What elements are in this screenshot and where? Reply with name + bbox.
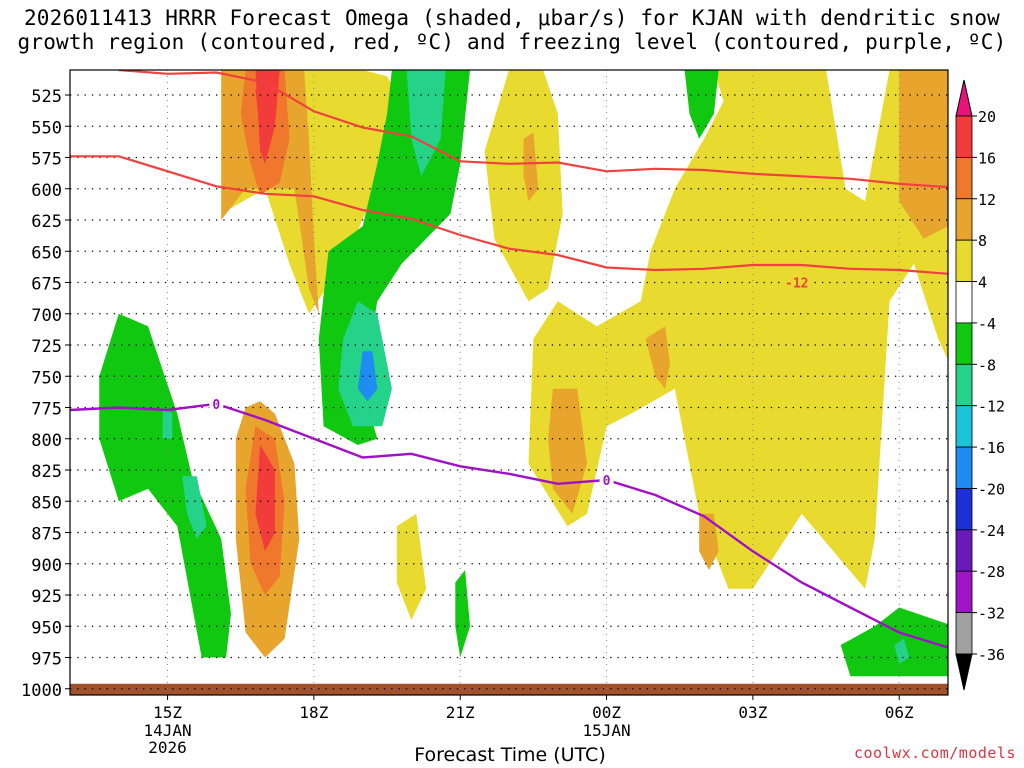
- omega-region-pos4: [221, 70, 407, 314]
- x-tick-label-18Z: 18Z: [299, 703, 328, 722]
- axes: 525 550 575 600 625 650 675 700 725 750 775 800 825 8…: [21, 69, 949, 757]
- colorbar-box-11: [955, 570, 973, 614]
- omega-region-neg12: [162, 407, 173, 439]
- y-tick-label-1000: 1000: [21, 681, 62, 701]
- y-tick-label-950: 950: [31, 618, 62, 638]
- omega-region-pos8: [645, 326, 670, 389]
- colorbar-label--32: -32: [978, 605, 1005, 623]
- x-axis-label: Forecast Time (UTC): [414, 744, 606, 766]
- y-tick-label-975: 975: [31, 650, 62, 670]
- y-tick-label-675: 675: [31, 275, 62, 295]
- freezing-level-contour: [70, 402, 948, 649]
- omega-region-neg8: [99, 313, 231, 658]
- y-tick-label-725: 725: [31, 337, 62, 357]
- plot-frame: [69, 69, 949, 696]
- dgz-contour-1: [118, 70, 948, 189]
- omega-region-pos20: [260, 470, 270, 520]
- colorbar-label-16: 16: [978, 149, 996, 167]
- x-tick-label-03Z: 03Z: [738, 703, 767, 722]
- omega-region-pos20: [255, 88, 275, 152]
- freezing-level-label: 0: [603, 474, 611, 489]
- colorbar-box-6: [955, 363, 973, 407]
- chart-title-line2: growth region (contoured, red, ºC) and f…: [17, 30, 1007, 54]
- colorbar-box-7: [955, 405, 973, 448]
- colorbar-label--16: -16: [978, 439, 1005, 457]
- y-tick-label-575: 575: [31, 150, 62, 170]
- omega-region-neg8: [455, 570, 470, 658]
- colorbar-box-8: [955, 446, 973, 489]
- y-tick-label-650: 650: [31, 243, 62, 263]
- x-tick-label-15Z: 15Z: [153, 703, 182, 722]
- colorbar-box-9: [955, 488, 973, 531]
- colorbar-label--36: -36: [978, 646, 1005, 664]
- x-tick-date: 15JAN: [582, 721, 630, 740]
- colorbar-box-10: [955, 529, 973, 572]
- chart-title-line1: 2026011413 HRRR Forecast Omega (shaded, …: [23, 6, 1001, 30]
- x-tick-date: 14JAN: [143, 721, 191, 740]
- y-tick-label-800: 800: [31, 431, 62, 451]
- colorbar-label--24: -24: [978, 522, 1005, 540]
- colorbar-box-5: [955, 322, 973, 365]
- colorbar-label--20: -20: [978, 480, 1005, 498]
- colorbar-label--12: -12: [978, 398, 1005, 416]
- y-tick-label-900: 900: [31, 556, 62, 576]
- omega-region-pos8: [899, 70, 948, 239]
- contours: -12 0 0: [70, 70, 948, 649]
- omega-region-neg8: [840, 607, 948, 677]
- omega-region-neg12: [406, 70, 446, 177]
- colorbar-top-triangle: [955, 79, 973, 117]
- y-tick-label-875: 875: [31, 525, 62, 545]
- colorbar-bottom-triangle: [955, 653, 973, 691]
- colorbar-box-12: [955, 612, 973, 655]
- omega-region-neg8: [684, 70, 719, 139]
- omega-region-pos4: [396, 513, 427, 620]
- colorbar-label--28: -28: [978, 563, 1005, 581]
- y-tick-label-925: 925: [31, 587, 62, 607]
- dgz-label-bg: [779, 273, 814, 290]
- freezing-label-bg: [599, 471, 614, 486]
- omega-region-pos4: [484, 70, 563, 302]
- colorbar-box-3: [955, 239, 973, 282]
- x-tick-label-06Z: 06Z: [885, 703, 914, 722]
- y-tick-label-550: 550: [31, 118, 62, 138]
- x-tick-year: 2026: [148, 738, 187, 757]
- dgz-contour-label: -12: [785, 277, 808, 292]
- colorbar-label-4: 4: [978, 274, 987, 292]
- x-tick-label-21Z: 21Z: [446, 703, 475, 722]
- freezing-label-bg: [209, 394, 224, 410]
- y-tick-label-775: 775: [31, 400, 62, 420]
- omega-region-neg12: [182, 476, 207, 539]
- y-tick-label-700: 700: [31, 306, 62, 326]
- colorbar-label-12: 12: [978, 191, 996, 209]
- y-tick-label-525: 525: [31, 87, 62, 107]
- colorbar-label--4: -4: [978, 315, 996, 333]
- omega-region-neg16: [357, 351, 378, 402]
- colorbar-box-1: [955, 156, 973, 200]
- colorbar-label-8: 8: [978, 232, 987, 250]
- colorbar-box-2: [955, 198, 973, 241]
- colorbar-label--8: -8: [978, 356, 996, 374]
- omega-region-pos4: [528, 70, 948, 589]
- omega-region-pos8: [523, 132, 539, 202]
- chart-title: 2026011413 HRRR Forecast Omega (shaded, …: [0, 6, 1024, 54]
- y-tick-label-750: 750: [31, 368, 62, 388]
- watermark: coolwx.com/models: [853, 744, 1016, 762]
- colorbar: 20 16 12 8 4 -4 -8 -12 -16 -20 -24 -28 -32 -36: [955, 79, 1005, 691]
- x-tick-label-00Z: 00Z: [592, 703, 621, 722]
- y-tick-label-825: 825: [31, 462, 62, 482]
- y-tick-label-850: 850: [31, 493, 62, 513]
- colorbar-box-0: [955, 115, 973, 158]
- grid-lines: [70, 70, 948, 695]
- freezing-level-label: 0: [212, 398, 220, 413]
- omega-region-pos8: [699, 513, 719, 570]
- colorbar-label-20: 20: [978, 108, 996, 126]
- colorbar-box-4: [955, 281, 973, 324]
- dgz-contour-0: [70, 155, 948, 275]
- y-tick-label-600: 600: [31, 181, 62, 201]
- y-tick-label-625: 625: [31, 212, 62, 232]
- omega-region-neg12: [894, 638, 909, 664]
